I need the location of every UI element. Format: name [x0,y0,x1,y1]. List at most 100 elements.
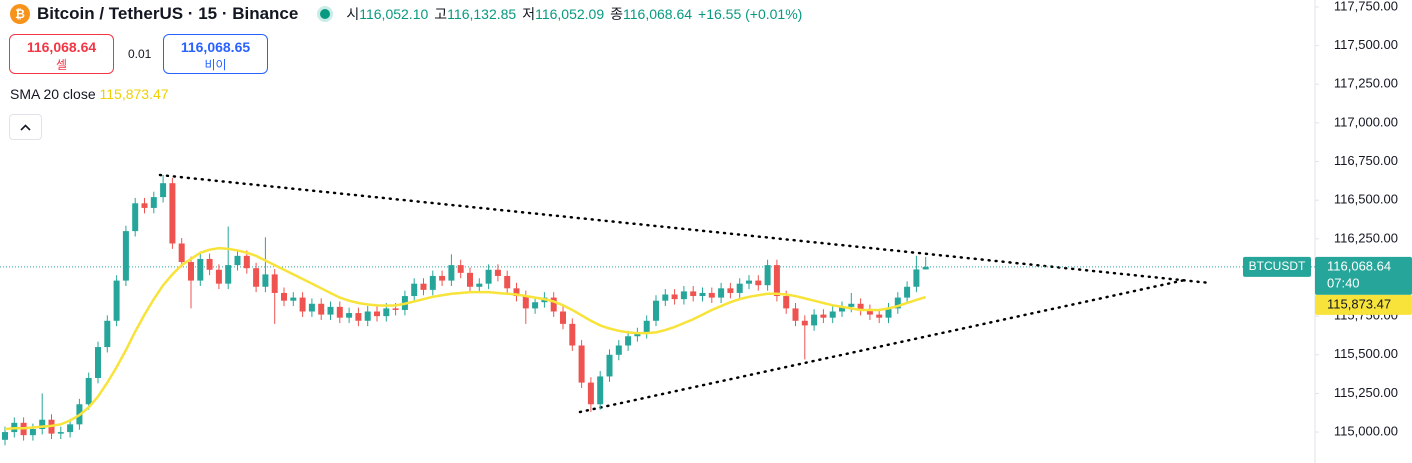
y-tick-label: 115,250.00 [1334,385,1398,400]
candle-body [904,286,911,298]
ohlc-label: 시 [346,6,360,22]
chevron [20,124,31,131]
candle-body [829,311,836,318]
candle-body [355,313,362,321]
candle-body [885,308,892,318]
symbol-tag [1243,256,1311,277]
collapse-button[interactable] [9,114,42,140]
market-status[interactable] [320,9,331,19]
candle-body [122,231,129,281]
candle-body [671,294,678,300]
candle-body [755,280,762,286]
candle-body [225,265,232,284]
candle-body [299,297,306,312]
candle-body [85,377,92,405]
candle-body [522,296,529,309]
candle-body [922,266,929,270]
candle-body [560,311,566,324]
candle-body [699,292,706,297]
candle-body [634,333,641,337]
candle-body [578,345,585,383]
sell-label: 셀 [55,58,68,72]
sell-button[interactable]: 116,068.64 셀 [9,34,114,74]
candle-body [467,272,473,287]
candle-body [67,424,74,433]
candle-body [876,314,883,318]
candle-body [513,288,520,297]
candle-body [169,183,176,244]
candle-body [215,269,222,284]
candle-body [494,269,501,276]
candle-body [132,203,139,232]
symbol-tag-label: BTCUSDT [1249,259,1306,273]
candle-body [374,311,380,317]
ohlc-label: 종 [610,6,623,22]
candle-body [308,303,315,312]
quantity[interactable]: 0.01 [128,47,152,61]
candle-body [95,347,101,378]
sma-line [4,246,927,431]
candle-body [653,300,659,321]
candle-body [708,292,715,298]
candle-body [411,283,418,297]
candle-body [2,432,8,440]
sma-tag [1315,294,1412,315]
candle-body [773,265,780,297]
y-tick-label: 117,250.00 [1334,76,1398,91]
candle-body [597,376,604,405]
buy-button[interactable]: 116,068.65 비이 [163,34,268,74]
candle-body [736,283,743,293]
candle-body [801,320,808,326]
candle-body [383,308,390,317]
candle-body [485,269,492,284]
candle-body [262,274,269,287]
countdown: 07:40 [1327,275,1360,290]
candle-body [550,297,557,312]
symbol-title: Bitcoin / TetherUS · 15 · Binance [37,4,299,23]
candle-body [57,432,64,434]
candle-body [206,258,213,270]
candle-body [839,306,845,312]
ohlc-value: 116,052.10 [359,6,429,22]
candle-body [150,197,157,208]
candle-body [680,291,687,300]
y-tick-label: 116,500.00 [1334,192,1398,207]
candle-body [253,268,260,287]
y-tick-label: 117,500.00 [1334,37,1398,52]
candle-body [783,296,790,309]
candle-body [392,308,399,310]
y-tick-label: 117,000.00 [1334,114,1398,129]
buy-label: 비이 [204,58,227,72]
candle-body [271,274,278,293]
candle-body [160,183,167,198]
candle-body [457,265,464,273]
candle-body [113,280,120,321]
y-tick-label: 116,250.00 [1334,230,1398,245]
candle-body [792,308,799,321]
legend-header: ₿ Bitcoin / TetherUS · 15 · Binance 시 116… [10,3,808,25]
candle-body [281,292,287,301]
candle-body [336,306,343,318]
sell-price: 116,068.64 [26,39,97,55]
candle-body [532,302,539,309]
candle-body [913,269,920,287]
trend-line [158,173,1212,285]
candle-body [820,314,827,318]
ohlc-value: 116,052.09 [535,6,605,22]
candle-body [39,419,46,429]
indicator-legend: SMA 20 close 115,873.47 [10,86,169,102]
y-tick-label: 115,500.00 [1334,346,1398,361]
candle-body [290,297,297,301]
ohlc-value: 116,068.64 [623,6,693,22]
candle-body [587,382,594,405]
candle-body [727,288,734,293]
trend-line [578,278,1187,414]
candle-body [764,265,771,286]
candle-body [615,345,622,355]
indicator-name: SMA 20 close [10,86,96,102]
candle-body [476,283,483,287]
candle-body [746,280,752,284]
candle-body [606,354,613,377]
